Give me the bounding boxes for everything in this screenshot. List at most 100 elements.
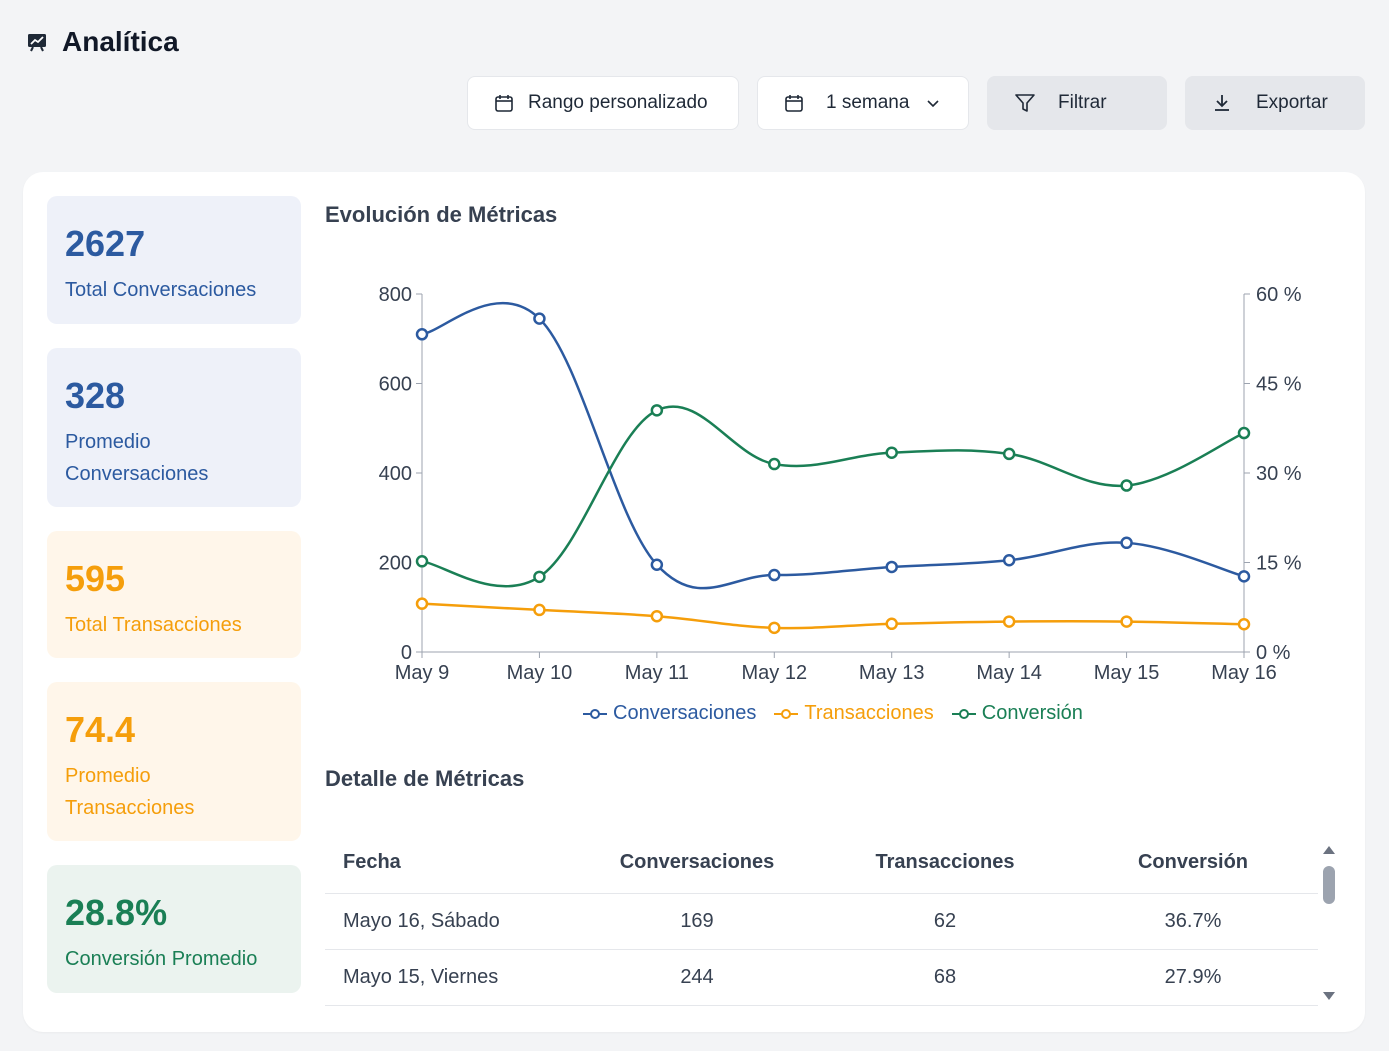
y-right-tick-label: 60 % (1256, 284, 1302, 306)
scrollbar-thumb[interactable] (1323, 866, 1335, 904)
kpi-total-conversations: 2627 Total Conversaciones (47, 196, 301, 324)
y-right-tick-label: 30 % (1256, 463, 1302, 485)
data-point-transactions (1120, 615, 1133, 628)
kpi-value: 595 (65, 558, 126, 599)
page-header: Analítica (24, 26, 179, 58)
y-left-tick-label: 400 (379, 463, 412, 485)
data-point-transactions (650, 609, 664, 623)
x-tick-label: May 13 (859, 662, 925, 684)
y-right-tick-label: 45 % (1256, 374, 1302, 396)
y-left-tick-label: 0 (401, 642, 412, 664)
legend-label: Transacciones (804, 702, 934, 724)
kpi-value: 28.8% (65, 892, 168, 933)
data-point-conversion (768, 457, 781, 471)
cell-date: Mayo 15, Viernes (343, 966, 499, 988)
data-point-transactions (885, 617, 898, 631)
series-line-conversion (421, 405, 1245, 588)
series-line-conversations (421, 301, 1245, 590)
scroll-down-arrow-icon[interactable] (1323, 992, 1335, 1000)
kpi-label: Promedio Conversaciones (65, 431, 209, 485)
filter-icon (1014, 92, 1036, 114)
table-scrollbar[interactable] (1319, 840, 1339, 1006)
series-line-transactions (421, 602, 1245, 630)
metrics-table: Fecha Conversaciones Transacciones Conve… (325, 832, 1318, 1006)
data-point-conversion (1002, 447, 1016, 461)
analytics-card: 2627 Total Conversaciones 328 Promedio C… (23, 172, 1365, 1032)
x-tick-label: May 12 (741, 662, 807, 684)
cell-transactions: 68 (933, 966, 957, 988)
data-point-conversations (650, 558, 664, 571)
custom-range-label: Rango personalizado (528, 92, 708, 113)
filter-button[interactable]: Filtrar (987, 76, 1167, 130)
data-point-conversations (1120, 536, 1133, 550)
cell-date: Mayo 16, Sábado (343, 910, 500, 932)
cell-transactions: 62 (933, 910, 957, 932)
data-point-conversations (533, 312, 546, 325)
data-point-conversion (1120, 479, 1133, 492)
data-point-conversion (885, 446, 898, 459)
calendar-icon (494, 93, 514, 113)
y-left-tick-label: 200 (379, 553, 412, 575)
chart-legend: Conversaciones Transacciones Conversión (583, 702, 1083, 725)
table-row: Mayo 16, Sábado 169 62 36.7% (325, 894, 1318, 950)
legend-marker (951, 708, 976, 719)
period-select[interactable]: 1 semana (757, 76, 969, 130)
filter-label: Filtrar (1058, 92, 1107, 113)
table-title: Detalle de Métricas (325, 766, 525, 791)
x-tick-label: May 11 (625, 662, 689, 684)
y-left-tick-label: 800 (379, 284, 412, 306)
x-tick-label: May 10 (507, 662, 573, 684)
chart-title: Evolución de Métricas (325, 202, 558, 227)
x-tick-label: May 16 (1211, 662, 1277, 684)
legend-label: Conversaciones (613, 702, 757, 724)
data-point-conversations (768, 568, 781, 582)
data-point-conversations (885, 560, 898, 574)
data-point-transactions (415, 597, 429, 610)
legend-item-conversations[interactable]: Conversaciones (583, 702, 756, 725)
scroll-up-arrow-icon[interactable] (1323, 846, 1335, 854)
legend-marker (583, 708, 607, 719)
legend-item-conversion[interactable]: Conversión (951, 702, 1083, 725)
data-point-transactions (1002, 615, 1016, 628)
column-header-date[interactable]: Fecha (343, 851, 401, 873)
kpi-avg-transactions: 74.4 Promedio Transacciones (47, 682, 301, 841)
legend-marker (774, 708, 799, 719)
period-label: 1 semana (826, 92, 910, 113)
data-point-conversion (533, 570, 546, 584)
column-header-transactions[interactable]: Transacciones (875, 851, 1015, 873)
x-tick-label: May 15 (1094, 662, 1160, 684)
data-point-conversion (1237, 426, 1251, 440)
export-label: Exportar (1256, 92, 1328, 113)
custom-range-button[interactable]: Rango personalizado (467, 76, 739, 130)
cell-conversations: 169 (680, 910, 714, 932)
calendar-icon (784, 93, 804, 113)
column-header-conversion[interactable]: Conversión (1137, 851, 1249, 873)
table-row: Mayo 15, Viernes 244 68 27.9% (325, 950, 1318, 1006)
kpi-value: 328 (65, 375, 126, 416)
kpi-avg-conversion: 28.8% Conversión Promedio (47, 865, 301, 993)
data-point-transactions (1237, 618, 1251, 631)
x-tick-label: May 9 (395, 662, 449, 684)
kpi-label: Conversión Promedio (65, 948, 258, 970)
kpi-value: 74.4 (65, 709, 136, 750)
data-point-conversion (415, 555, 429, 568)
kpi-label: Total Conversaciones (65, 279, 257, 301)
download-icon (1212, 93, 1232, 113)
table-header-row: Fecha Conversaciones Transacciones Conve… (325, 832, 1318, 894)
y-right-tick-label: 15 % (1256, 553, 1302, 575)
data-point-conversion (650, 404, 664, 417)
y-right-tick-label: 0 % (1256, 642, 1291, 664)
column-header-conversations[interactable]: Conversaciones (619, 851, 775, 873)
legend-item-transactions[interactable]: Transacciones (774, 702, 934, 725)
kpi-label: Promedio Transacciones (65, 765, 195, 819)
kpi-total-transactions: 595 Total Transacciones (47, 531, 301, 658)
export-button[interactable]: Exportar (1185, 76, 1365, 130)
chart-line-icon (24, 29, 50, 55)
data-point-conversations (1002, 554, 1016, 567)
kpi-value: 2627 (65, 223, 146, 264)
cell-conversion: 36.7% (1164, 910, 1222, 932)
x-tick-label: May 14 (976, 662, 1042, 684)
y-left-tick-label: 600 (379, 374, 412, 396)
data-point-conversations (415, 328, 429, 341)
data-point-transactions (768, 621, 781, 635)
